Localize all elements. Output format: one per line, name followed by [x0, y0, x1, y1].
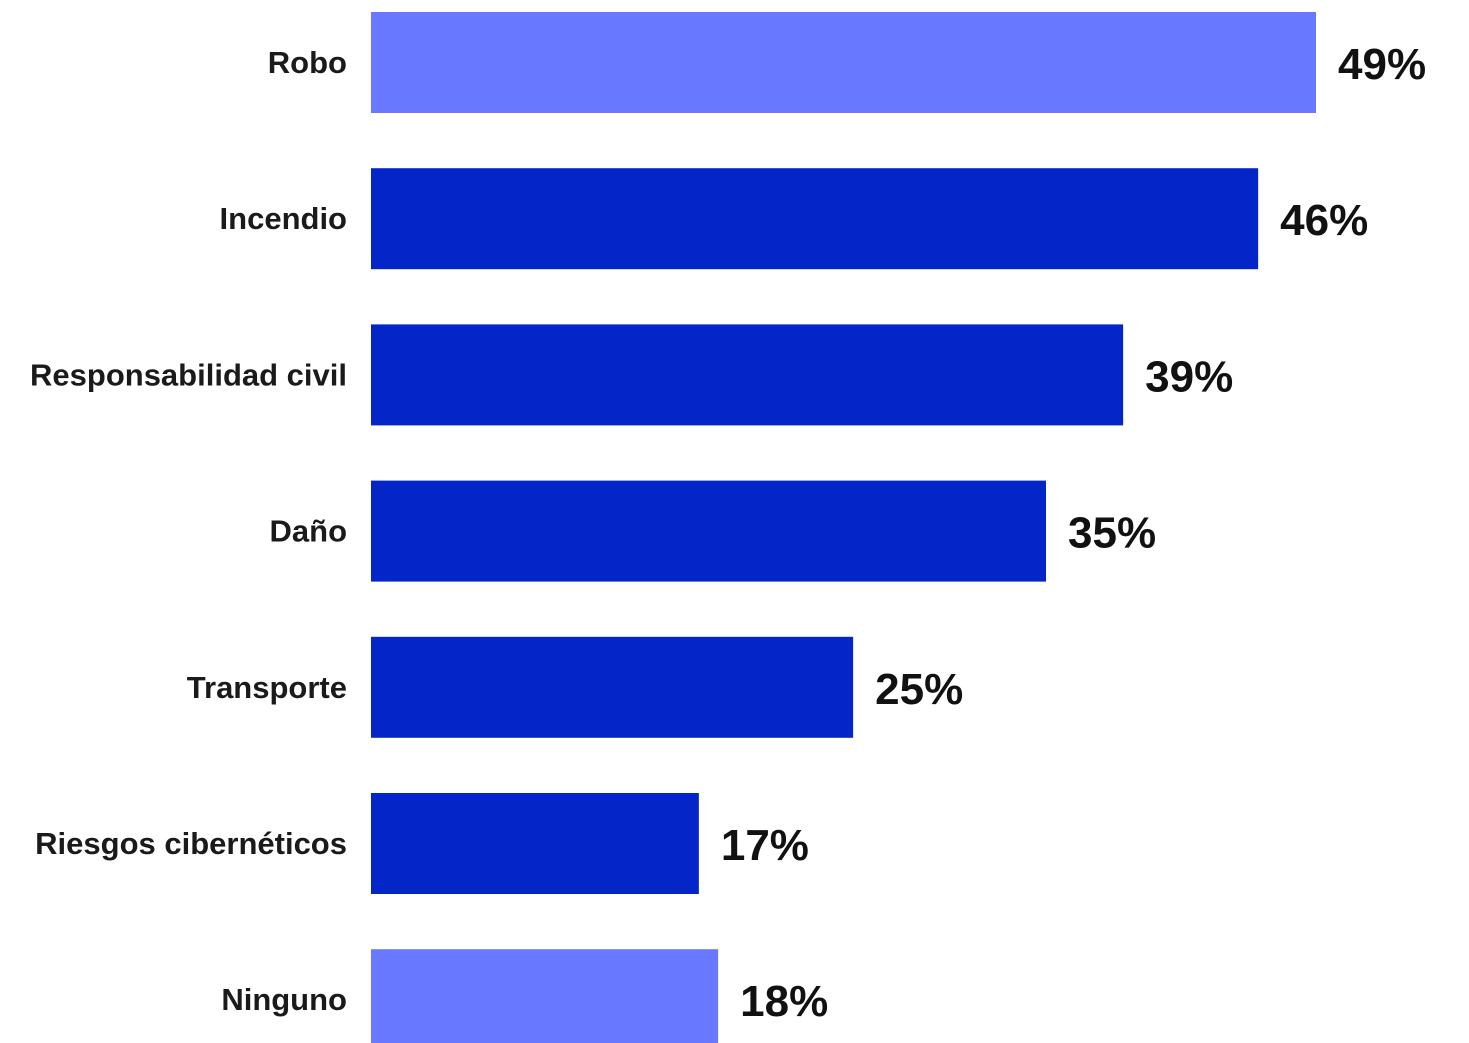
category-labels: Robo Incendio Responsabilidad civil Daño Tra… — [30, 45, 347, 1017]
bar-riesgos-ciberneticos — [371, 793, 699, 894]
value-labels: 49% 46% 39% 35% 25% 17% 18% — [721, 40, 1426, 1026]
value-label-incendio: 46% — [1280, 196, 1368, 245]
value-label-responsabilidad-civil: 39% — [1145, 352, 1233, 401]
value-label-ninguno: 18% — [740, 977, 828, 1026]
category-label-robo: Robo — [268, 45, 347, 80]
category-label-incendio: Incendio — [220, 201, 347, 236]
category-label-transporte: Transporte — [187, 670, 347, 705]
category-label-riesgos-ciberneticos: Riesgos cibernéticos — [35, 826, 347, 861]
category-label-ninguno: Ninguno — [221, 982, 347, 1017]
bar-ninguno — [371, 949, 719, 1043]
value-label-riesgos-ciberneticos: 17% — [721, 821, 809, 870]
bar-robo — [371, 12, 1316, 113]
value-label-dano: 35% — [1068, 509, 1156, 558]
category-label-dano: Daño — [270, 514, 348, 549]
bars — [371, 12, 1316, 1043]
bar-transporte — [371, 636, 854, 738]
value-label-transporte: 25% — [875, 665, 963, 714]
value-label-robo: 49% — [1338, 40, 1426, 89]
bar-incendio — [371, 168, 1259, 270]
bar-dano — [371, 480, 1046, 582]
bar-responsabilidad-civil — [371, 324, 1124, 426]
category-label-responsabilidad-civil: Responsabilidad civil — [30, 357, 347, 392]
